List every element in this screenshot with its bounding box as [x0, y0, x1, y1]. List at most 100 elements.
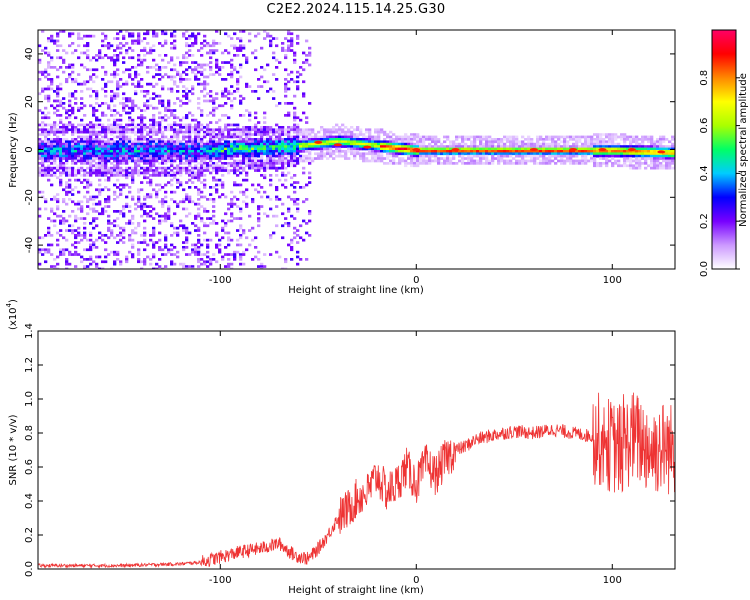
spectrogram-cell — [125, 42, 129, 45]
spectrogram-cell — [425, 154, 429, 158]
spectrogram-cell — [134, 85, 138, 88]
spectrogram-cell — [218, 104, 222, 108]
spectrogram-cell — [251, 157, 255, 160]
spectrogram-cell — [668, 162, 672, 165]
spectrogram-cell — [89, 174, 93, 177]
spectrogram-cell — [419, 162, 423, 165]
spectrogram-cell — [206, 145, 210, 148]
spectrogram-cell — [575, 135, 579, 139]
spectrogram-cell — [449, 142, 453, 146]
spectrogram-cell — [653, 164, 657, 168]
spectrogram-cell — [116, 126, 120, 129]
spectrogram-cell — [281, 133, 285, 136]
spectrogram-cell — [143, 262, 147, 266]
spectrogram-cell — [203, 34, 207, 38]
spectrogram-cell — [107, 198, 111, 201]
spectrogram-cell — [149, 145, 153, 148]
spectrogram-cell — [542, 159, 546, 163]
spectrogram-cell — [50, 140, 54, 144]
spectrogram-cell — [101, 111, 105, 115]
spectrogram-cell — [380, 150, 384, 153]
spectrogram-cell — [212, 145, 216, 148]
spectrogram-cell — [167, 61, 171, 64]
spectrogram-cell — [188, 162, 192, 165]
spectrogram-cell — [206, 44, 210, 48]
spectrogram-cell — [260, 142, 264, 146]
spectrogram-cell — [434, 157, 438, 160]
spectrogram-cell — [422, 152, 426, 156]
spectrogram-cell — [257, 258, 261, 261]
spectrogram-cell — [185, 37, 189, 40]
spectrogram-cell — [152, 133, 156, 136]
spectrogram-cell — [128, 118, 132, 122]
spectrogram-cell — [182, 116, 186, 120]
spectrogram-cell — [269, 34, 273, 38]
spectrogram-cell — [113, 183, 117, 187]
spectrogram-cell — [101, 267, 105, 269]
spectrogram-cell — [92, 150, 96, 153]
spectrogram-cell — [290, 147, 294, 151]
spectrogram-cell — [194, 66, 198, 69]
spectrogram-hotspot — [363, 145, 372, 149]
spectrogram-cell — [608, 159, 612, 163]
spectrogram-cell — [287, 102, 291, 105]
spectrogram-cell — [236, 217, 240, 220]
x-tick-label: 0 — [413, 275, 419, 286]
spectrogram-cell — [152, 243, 156, 247]
spectrogram-cell — [323, 135, 327, 139]
spectrogram-cell — [173, 121, 177, 124]
spectrogram-cell — [92, 260, 96, 264]
spectrogram-cell — [533, 162, 537, 165]
spectrogram-cell — [521, 147, 525, 151]
spectrogram-cell — [146, 157, 150, 160]
spectrogram-cell — [224, 128, 228, 132]
spectrogram-cell — [107, 159, 111, 163]
spectrogram-cell — [260, 135, 264, 139]
spectrogram-cell — [95, 90, 99, 93]
spectrogram-cell — [125, 171, 129, 175]
spectrogram-cell — [275, 44, 279, 48]
spectrogram-cell — [263, 174, 267, 177]
spectrogram-cell — [68, 121, 72, 124]
spectrogram-cell — [260, 66, 264, 69]
spectrogram-cell — [221, 51, 225, 55]
spectrogram-cell — [479, 162, 483, 165]
spectrogram-cell — [119, 147, 123, 151]
spectrogram-cell — [311, 135, 315, 139]
spectrogram-cell — [407, 145, 411, 148]
spectrogram-cell — [89, 126, 93, 129]
spectrogram-cell — [383, 157, 387, 160]
spectrogram-cell — [287, 46, 291, 50]
spectrogram-cell — [110, 267, 114, 269]
spectrogram-cell — [197, 70, 201, 74]
spectrogram-cell — [359, 128, 363, 132]
spectrogram-cell — [170, 157, 174, 160]
spectrogram-cell — [191, 130, 195, 134]
spectrogram-cell — [638, 138, 642, 141]
spectrogram-cell — [278, 142, 282, 146]
spectrogram-cell — [665, 164, 669, 168]
spectrogram-cell — [218, 150, 222, 153]
spectrogram-cell — [236, 250, 240, 254]
spectrogram-cell — [572, 159, 576, 163]
spectrogram-cell — [179, 104, 183, 108]
spectrogram-cell — [281, 138, 285, 141]
spectrogram-cell — [140, 166, 144, 170]
spectrogram-cell — [80, 82, 84, 86]
spectrogram-cell — [626, 152, 630, 156]
snr-y-multiplier: (x104) — [5, 299, 19, 330]
spectrogram-cell — [188, 37, 192, 40]
spectrogram-cell — [140, 114, 144, 117]
spectrogram-cell — [239, 140, 243, 144]
spectrogram-cell — [209, 260, 213, 264]
spectrogram-cell — [65, 130, 69, 134]
spectrogram-cell — [155, 73, 159, 76]
spectrogram-cell — [182, 152, 186, 156]
x-tick-label: 0 — [413, 575, 419, 586]
spectrogram-cell — [398, 152, 402, 156]
spectrogram-cell — [152, 150, 156, 153]
spectrogram-cell — [233, 159, 237, 163]
spectrogram-cell — [182, 130, 186, 134]
spectrogram-cell — [263, 164, 267, 168]
spectrogram-cell — [410, 159, 414, 163]
